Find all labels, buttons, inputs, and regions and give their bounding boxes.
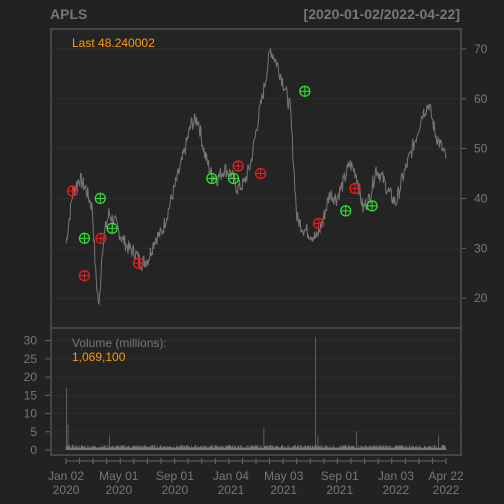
price-y-tick-label: 70 <box>474 42 488 56</box>
chart-title: APLS <box>50 6 87 22</box>
buy-marker <box>227 172 240 185</box>
buy-marker <box>340 205 352 217</box>
sell-marker <box>78 270 91 282</box>
x-tick-label: Jan 04 <box>213 469 249 483</box>
x-tick-year-label: 2022 <box>433 483 460 497</box>
sell-marker <box>254 167 267 180</box>
x-tick-label: Sep 01 <box>321 469 359 483</box>
x-tick-year-label: 2021 <box>326 483 353 497</box>
last-price-label: Last 48.240002 <box>72 36 155 50</box>
x-tick-year-label: 2020 <box>105 483 132 497</box>
price-y-tick-label: 60 <box>474 92 488 106</box>
buy-marker <box>106 222 118 234</box>
x-tick-year-label: 2020 <box>162 483 189 497</box>
volume-label: Volume (millions): <box>72 336 167 350</box>
buy-marker <box>94 192 106 205</box>
price-y-ticks: 20 30 40 50 60 70 <box>461 42 488 305</box>
volume-y-tick-label: 30 <box>24 334 38 348</box>
trade-markers <box>66 85 378 282</box>
x-tick-label: May 03 <box>264 469 304 483</box>
price-y-tick-label: 20 <box>474 291 488 305</box>
volume-panel <box>50 327 462 456</box>
price-y-tick-label: 40 <box>474 191 488 205</box>
x-tick-label: Jan 02 <box>48 469 84 483</box>
price-series-line <box>65 48 447 306</box>
price-y-tick-label: 30 <box>474 241 488 255</box>
volume-y-tick-label: 15 <box>24 388 38 402</box>
volume-y-tick-label: 20 <box>24 370 38 384</box>
volume-y-tick-label: 25 <box>24 352 38 366</box>
sell-marker <box>132 257 145 269</box>
x-tick-label: Sep 01 <box>156 469 194 483</box>
buy-marker <box>206 172 218 185</box>
sell-marker <box>349 182 361 195</box>
volume-y-tick-label: 0 <box>30 443 37 457</box>
x-tick-year-label: 2021 <box>218 483 245 497</box>
price-grid <box>51 48 461 299</box>
x-tick-year-label: 2020 <box>53 483 80 497</box>
sell-marker <box>313 217 325 230</box>
volume-bars <box>65 337 447 450</box>
price-y-tick-label: 50 <box>474 142 488 156</box>
sell-marker <box>66 185 79 197</box>
x-tick-year-label: 2021 <box>270 483 297 497</box>
x-tick-label: May 01 <box>99 469 139 483</box>
volume-last-value: 1,069,100 <box>72 350 126 364</box>
volume-y-ticks: 0 5 10 15 20 25 30 <box>24 334 51 457</box>
sell-marker <box>232 160 244 172</box>
buy-marker <box>299 85 311 97</box>
buy-marker <box>78 232 91 244</box>
sell-marker <box>95 232 107 244</box>
volume-y-tick-label: 10 <box>24 407 38 421</box>
volume-bar-path <box>65 337 447 450</box>
x-tick-label: Jan 03 <box>378 469 414 483</box>
x-tick-label: Apr 22 <box>428 469 464 483</box>
buy-marker <box>366 200 378 212</box>
x-tick-year-label: 2022 <box>383 483 410 497</box>
volume-y-tick-label: 5 <box>30 425 37 439</box>
date-range: [2020-01-02/2022-04-22] <box>304 6 460 22</box>
price-panel <box>50 28 462 329</box>
